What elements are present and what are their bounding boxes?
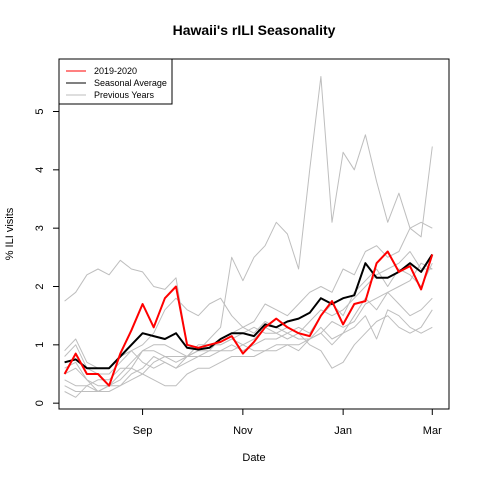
legend-label-2019-2020: 2019-2020 — [94, 66, 137, 76]
x-tick-label-nov: Nov — [233, 425, 253, 437]
x-axis-label: Date — [242, 452, 265, 464]
plot-frame — [58, 58, 450, 410]
series-line-previous-years-4 — [64, 251, 433, 387]
y-axis-label: % ILI visits — [4, 207, 16, 260]
legend-label-seasonal-average: Seasonal Average — [94, 78, 167, 88]
x-axis: Sep Nov Jan Mar — [133, 409, 442, 437]
x-tick-label-sep: Sep — [133, 425, 153, 437]
series-line-previous-years-3 — [64, 221, 433, 375]
y-tick-label-4: 4 — [34, 167, 46, 173]
y-tick-label-0: 0 — [34, 400, 46, 406]
series-line-previous-years-9 — [64, 262, 433, 392]
y-tick-label-1: 1 — [34, 342, 46, 348]
series-line-previous-years-6 — [64, 262, 433, 369]
series-line-2019-2020-0 — [63, 250, 434, 387]
series-line-previous-years-8 — [64, 309, 433, 398]
legend-box — [58, 58, 173, 105]
x-tick-label-mar: Mar — [423, 425, 442, 437]
legend-label-previous-years: Previous Years — [94, 90, 155, 100]
y-tick-label-3: 3 — [34, 225, 46, 231]
x-tick-label-jan: Jan — [334, 425, 352, 437]
y-tick-label-2: 2 — [34, 283, 46, 289]
legend: 2019-2020 Seasonal Average Previous Year… — [58, 58, 173, 105]
series-line-previous-years-2 — [64, 76, 433, 352]
y-axis: 0 1 2 3 4 5 — [34, 108, 59, 406]
y-tick-label-5: 5 — [34, 108, 46, 114]
series-line-seasonal-average-1 — [64, 253, 434, 370]
series-layer — [63, 76, 434, 398]
chart-title: Hawaii's rILI Seasonality — [173, 22, 336, 38]
